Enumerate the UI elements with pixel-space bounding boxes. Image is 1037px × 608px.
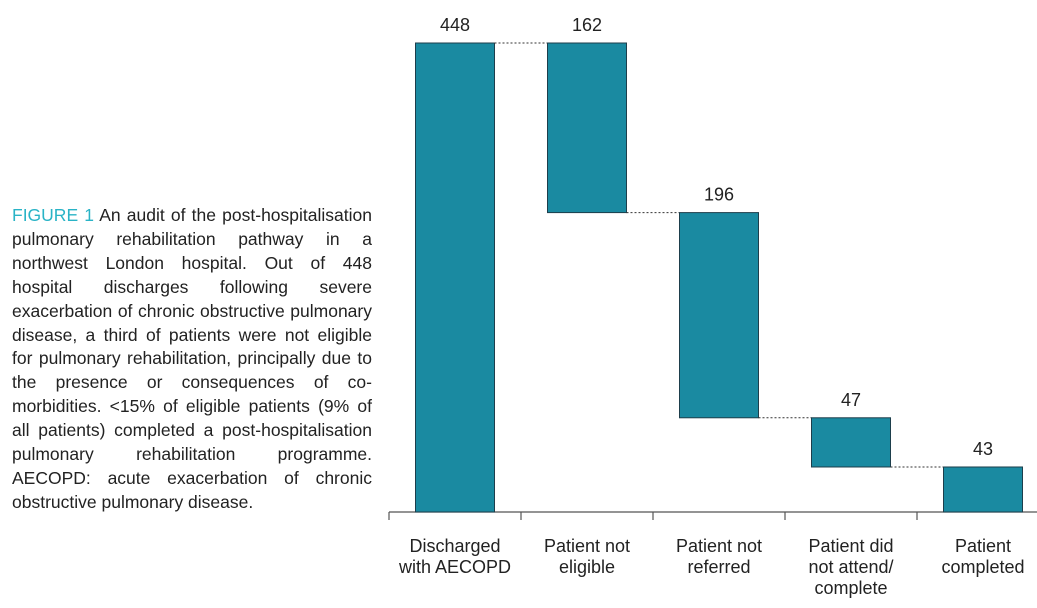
category-label: Discharged with AECOPD [398, 536, 512, 577]
value-label: 47 [841, 390, 861, 410]
bar [679, 212, 759, 419]
caption-label: FIGURE 1 [12, 205, 95, 225]
bar [811, 417, 891, 468]
bar [547, 42, 627, 214]
category-label: Patient completed [941, 536, 1025, 577]
value-label: 43 [973, 439, 993, 459]
category-label: Patient not referred [675, 536, 763, 577]
figure-caption: FIGURE 1 An audit of the post-hospitalis… [12, 204, 372, 515]
value-label: 196 [704, 185, 734, 205]
bar [415, 42, 495, 513]
category-label: Patient not eligible [543, 536, 631, 577]
bar [943, 466, 1023, 513]
value-label: 162 [572, 15, 602, 35]
category-label: Patient did not attend/ complete [808, 536, 894, 598]
value-label: 448 [440, 15, 470, 35]
caption-text: An audit of the post-hospitalisation pul… [12, 205, 372, 512]
